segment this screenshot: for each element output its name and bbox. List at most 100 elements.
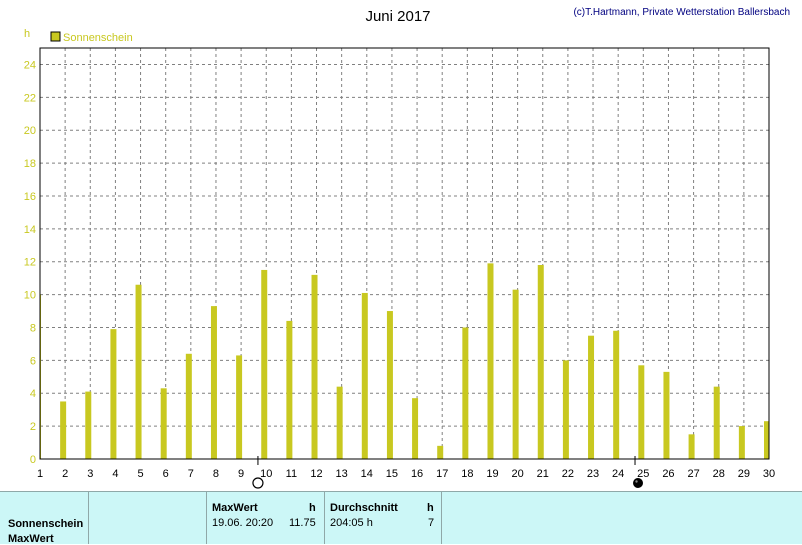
x-tick-label: 11 <box>286 468 297 480</box>
x-tick-label: 18 <box>461 468 473 480</box>
y-tick-label: 24 <box>24 59 36 71</box>
x-tick-label: 26 <box>662 468 674 480</box>
column-divider <box>441 492 442 544</box>
chart-title: Juni 2017 <box>365 8 430 25</box>
bar-day-2 <box>60 401 67 459</box>
bar-day-16 <box>412 398 419 459</box>
row-label-maxwert: MaxWert <box>8 533 54 545</box>
y-tick-label: 8 <box>30 322 36 334</box>
bar-day-18 <box>462 327 469 459</box>
bar-day-11 <box>286 320 293 459</box>
plot-frame <box>39 47 770 460</box>
y-tick-label: 0 <box>30 454 36 466</box>
bar-day-4 <box>110 329 117 459</box>
max-unit: h <box>309 502 316 514</box>
bar-day-7 <box>185 353 192 459</box>
x-tick-label: 10 <box>260 468 272 480</box>
moon-phase-markers <box>252 456 644 489</box>
y-tick-label: 20 <box>24 125 36 137</box>
bar-day-3 <box>85 391 92 459</box>
column-divider <box>88 492 89 544</box>
full-moon-icon <box>252 477 264 489</box>
x-tick-label: 19 <box>486 468 498 480</box>
bar-day-29 <box>738 426 745 459</box>
y-tick-label: 4 <box>30 388 36 400</box>
avg-value: 204:05 h <box>330 517 373 529</box>
bar-day-28 <box>713 386 720 459</box>
x-tick-label: 14 <box>361 468 373 480</box>
x-tick-label: 21 <box>537 468 549 480</box>
bar-day-27 <box>688 434 695 459</box>
bar-day-24 <box>613 330 620 459</box>
bar-day-9 <box>236 355 243 459</box>
max-datetime: 19.06. 20:20 <box>212 517 274 529</box>
y-tick-label: 18 <box>24 158 36 170</box>
y-axis-unit: h <box>24 28 30 40</box>
x-tick-label: 25 <box>637 468 649 480</box>
column-divider <box>206 492 207 544</box>
x-tick-label: 23 <box>587 468 599 480</box>
x-tick-label: 7 <box>188 468 194 480</box>
x-tick-label: 6 <box>163 468 169 480</box>
bar-day-23 <box>588 335 595 459</box>
legend-label: Sonnenschein <box>63 32 133 44</box>
x-tick-label: 17 <box>436 468 448 480</box>
x-tick-label: 1 <box>37 468 43 480</box>
x-tick-label: 30 <box>763 468 775 480</box>
x-tick-label: 8 <box>213 468 219 480</box>
y-tick-label: 2 <box>30 421 36 433</box>
bar-day-19 <box>487 263 494 459</box>
y-tick-label: 12 <box>24 257 36 269</box>
x-tick-label: 20 <box>511 468 523 480</box>
x-tick-labels: 1 2 3 4 5 6 7 8 9 10 11 12 13 14 15 16 17 18 19 20 21 22 23 24 2… <box>37 468 775 480</box>
x-tick-label: 3 <box>87 468 93 480</box>
sunshine-chart: Juni 2017 (c)T.Hartmann, Private Wetters… <box>24 7 790 489</box>
bar-day-17 <box>437 445 444 459</box>
bar-day-10 <box>261 269 268 459</box>
x-tick-label: 29 <box>738 468 750 480</box>
avg-count: 7 <box>428 517 435 529</box>
x-tick-label: 12 <box>310 468 322 480</box>
max-value: 11.75 <box>289 517 316 529</box>
bar-day-26 <box>663 371 670 459</box>
legend-swatch <box>50 31 61 42</box>
y-tick-label: 16 <box>24 191 36 203</box>
bar-day-25 <box>638 365 645 459</box>
x-tick-label: 13 <box>336 468 348 480</box>
bar-day-15 <box>386 311 393 459</box>
y-tick-label: 14 <box>24 224 36 236</box>
credit-text: (c)T.Hartmann, Private Wetterstation Bal… <box>573 7 790 18</box>
y-tick-label: 22 <box>24 92 36 104</box>
new-moon-icon <box>633 478 644 488</box>
avg-unit: h <box>427 502 434 514</box>
x-tick-label: 28 <box>713 468 725 480</box>
x-tick-label: 15 <box>386 468 398 480</box>
column-divider <box>324 492 325 544</box>
x-tick-label: 16 <box>411 468 423 480</box>
bar-day-6 <box>160 388 167 459</box>
y-tick-label: 6 <box>30 355 36 367</box>
x-tick-label: 2 <box>62 468 68 480</box>
bar-day-14 <box>361 292 368 459</box>
x-tick-label: 5 <box>137 468 143 480</box>
x-tick-label: 4 <box>112 468 118 480</box>
max-header: MaxWert <box>212 502 258 514</box>
x-tick-label: 9 <box>238 468 244 480</box>
row-label-sonnenschein: Sonnenschein <box>8 518 84 530</box>
y-tick-label: 10 <box>24 290 36 302</box>
bars <box>40 263 769 459</box>
avg-header: Durchschnitt <box>330 502 398 514</box>
bar-day-12 <box>311 274 318 459</box>
bar-day-20 <box>512 289 519 459</box>
bar-day-13 <box>336 386 343 459</box>
summary-table: Sonnenschein MaxWert MaxWert h 19.06. 20… <box>0 491 802 545</box>
grid-lines <box>40 48 769 459</box>
bar-day-30 <box>764 421 769 459</box>
bar-day-21 <box>537 265 544 459</box>
bar-day-5 <box>135 284 142 459</box>
x-tick-label: 27 <box>687 468 699 480</box>
x-tick-label: 24 <box>612 468 624 480</box>
bar-day-8 <box>210 306 217 459</box>
x-tick-label: 22 <box>562 468 574 480</box>
